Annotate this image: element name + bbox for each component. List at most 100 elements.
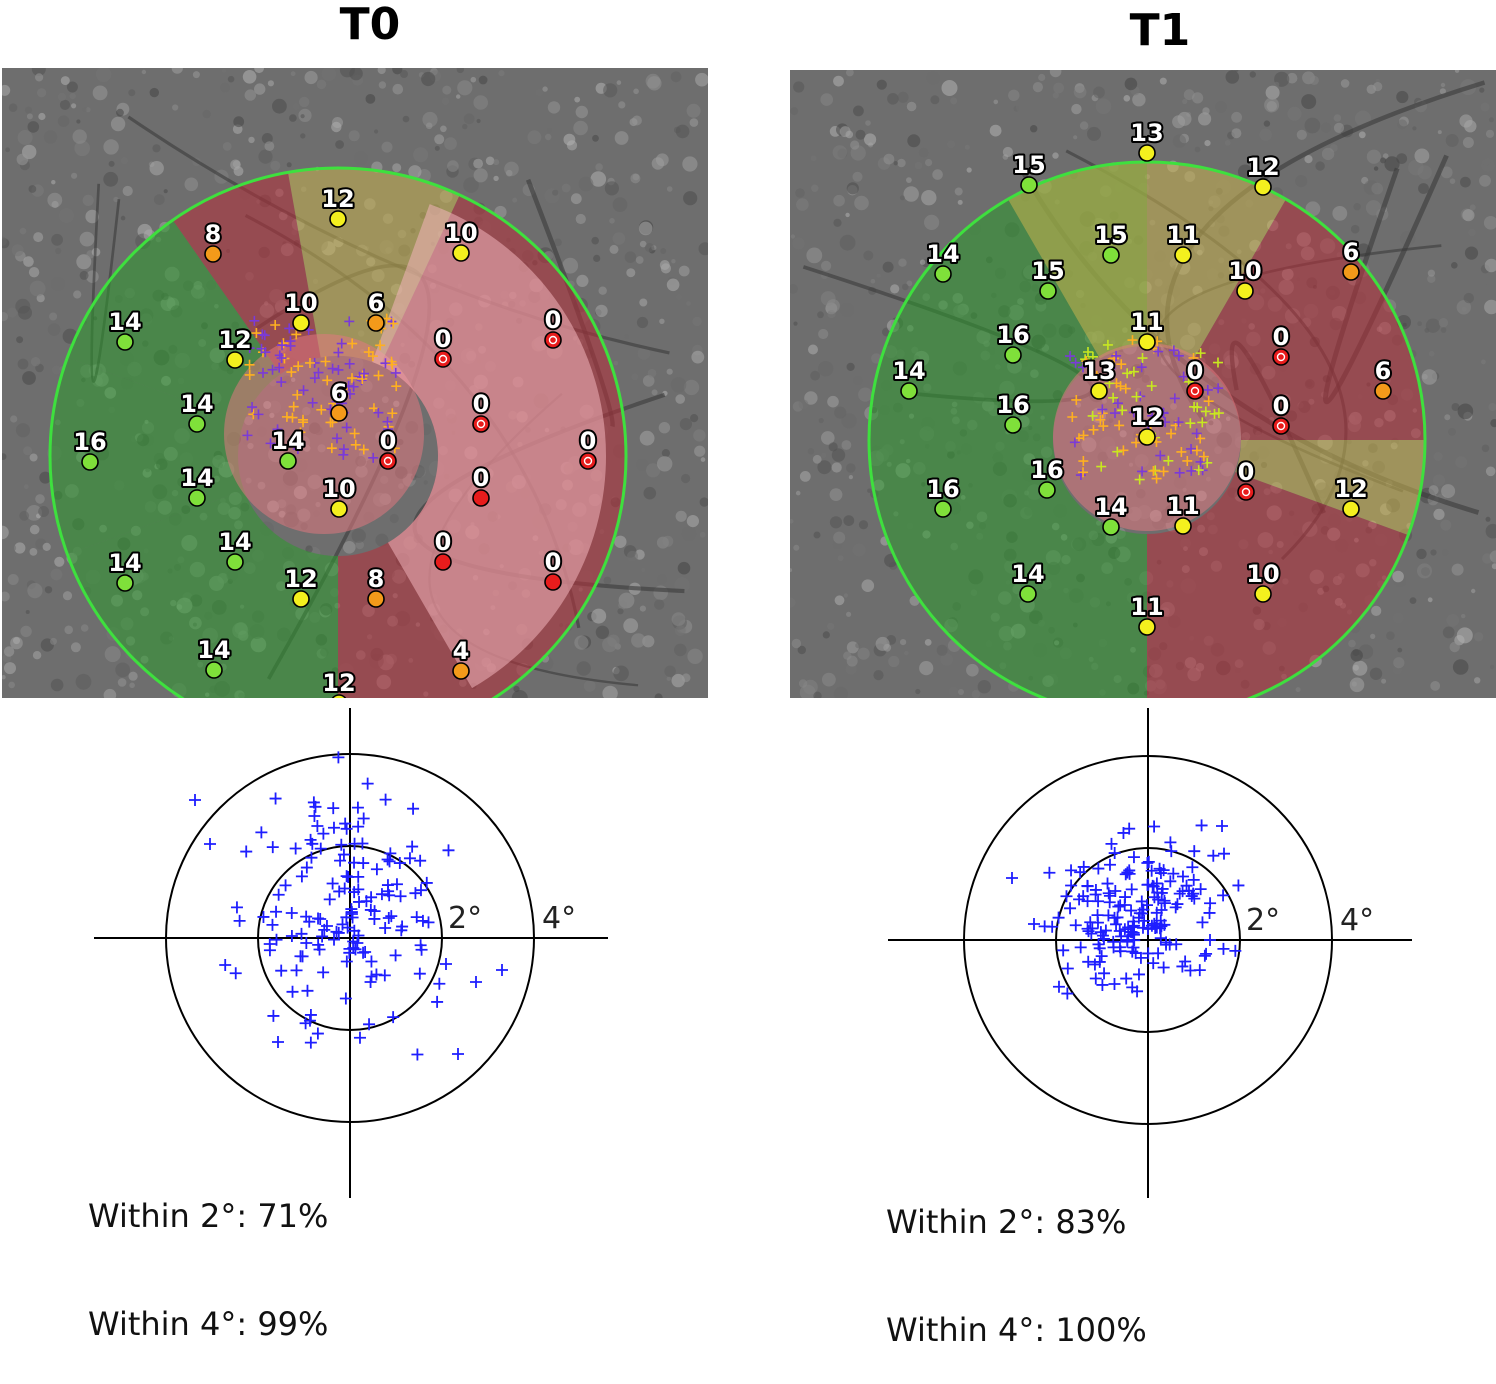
- fixation-cross: [354, 1032, 366, 1044]
- fixation-cross: [290, 843, 302, 855]
- fixation-cross-outlier: [1028, 918, 1040, 930]
- fundus-texture-dot: [1073, 135, 1077, 139]
- panel-title-t1-text: T1: [1130, 5, 1191, 56]
- fundus-texture-dot: [1470, 204, 1476, 210]
- fundus-texture-dot: [548, 101, 560, 113]
- fundus-texture-dot: [817, 311, 824, 318]
- fundus-texture-dot: [595, 305, 607, 317]
- fundus-texture-dot: [907, 134, 920, 147]
- stimulus-dot: [1273, 349, 1289, 365]
- fundus-texture-dot: [792, 639, 801, 648]
- fundus-texture-dot: [618, 601, 627, 610]
- stimulus-point: 0: [1238, 458, 1255, 500]
- fundus-texture-dot: [203, 110, 211, 118]
- stimulus-dot: [293, 315, 309, 331]
- stimulus-value-label: 0: [473, 390, 490, 418]
- fundus-texture-dot: [506, 170, 513, 177]
- fundus-texture-dot: [806, 248, 822, 264]
- fundus-texture-dot: [51, 679, 64, 692]
- fundus-texture-dot: [23, 446, 32, 455]
- fundus-texture-dot: [305, 71, 318, 84]
- fixation-cross: [379, 969, 391, 981]
- stimulus-value-label: 12: [1130, 403, 1163, 431]
- fundus-texture-dot: [603, 83, 617, 97]
- fundus-texture-dot: [675, 625, 686, 636]
- fixation-cross: [411, 1049, 423, 1061]
- fundus-texture-dot: [223, 142, 232, 151]
- fundus-texture-dot: [687, 649, 702, 664]
- within-2-value-t0: 71%: [257, 1197, 328, 1235]
- fundus-texture-dot: [1412, 126, 1416, 130]
- fundus-texture-dot: [1053, 92, 1059, 98]
- stimulus-value-label: 6: [1343, 238, 1360, 266]
- fundus-texture-dot: [121, 157, 128, 164]
- within-4-row-t1: Within 4°: 100%: [886, 1312, 1147, 1348]
- fundus-texture-dot: [950, 97, 957, 104]
- fundus-texture-dot: [392, 163, 401, 172]
- fundus-texture-dot: [547, 128, 553, 134]
- fundus-texture-dot: [827, 623, 834, 630]
- fundus-texture-dot: [853, 376, 863, 386]
- fixation-cross: [442, 844, 454, 856]
- stimulus-point: 8: [205, 220, 222, 262]
- fundus-texture-dot: [447, 160, 459, 172]
- stimulus-value-label: 0: [473, 464, 490, 492]
- fundus-texture-dot: [657, 574, 668, 585]
- fixation-plot-t1-svg: 2°4°: [884, 708, 1414, 1198]
- fundus-texture-dot: [33, 232, 43, 242]
- fixation-cross: [365, 976, 377, 988]
- fixation-cross: [305, 1037, 317, 1049]
- fundus-texture-dot: [335, 140, 344, 149]
- fundus-texture-dot: [1125, 78, 1138, 91]
- fixation-cross: [1065, 880, 1077, 892]
- stimulus-value-label: 15: [1012, 151, 1045, 179]
- fundus-texture-dot: [593, 255, 600, 262]
- fundus-texture-dot: [683, 191, 697, 205]
- fundus-texture-dot: [18, 306, 32, 320]
- fixation-cross-outlier: [452, 1048, 464, 1060]
- fundus-texture-dot: [576, 275, 588, 287]
- fundus-texture-dot: [1438, 130, 1442, 134]
- fundus-texture-dot: [623, 618, 638, 633]
- fundus-texture-dot: [675, 394, 685, 404]
- fundus-texture-dot: [966, 664, 979, 677]
- fixation-cross: [433, 978, 445, 990]
- stimulus-dot: [1005, 417, 1021, 433]
- fundus-texture-dot: [1295, 175, 1307, 187]
- fundus-texture-dot: [12, 244, 24, 256]
- fundus-texture-dot: [1033, 82, 1043, 92]
- fundus-texture-dot: [1341, 79, 1350, 88]
- fundus-texture-dot: [343, 541, 356, 554]
- fundus-texture-dot: [808, 448, 815, 455]
- stimulus-value-label: 15: [1031, 257, 1064, 285]
- fixation-cross: [1039, 920, 1051, 932]
- fundus-texture-dot: [30, 548, 38, 556]
- fundus-texture-dot: [701, 457, 706, 462]
- fundus-texture-dot: [513, 686, 519, 692]
- fundus-texture-dot: [1453, 659, 1469, 675]
- fixation-cross: [1125, 905, 1137, 917]
- fundus-texture-dot: [462, 124, 467, 129]
- fundus-texture-dot: [849, 475, 853, 479]
- fundus-texture-dot: [607, 635, 619, 647]
- fundus-texture-dot: [71, 103, 76, 108]
- fixation-cross: [371, 863, 383, 875]
- fundus-texture-dot: [442, 86, 451, 95]
- fundus-texture-dot: [456, 94, 460, 98]
- fixation-cross: [1043, 867, 1055, 879]
- fundus-texture-dot: [1474, 677, 1480, 683]
- stimulus-value-label: 0: [545, 306, 562, 334]
- fundus-texture-dot: [265, 141, 275, 151]
- fundus-texture-dot: [1446, 134, 1459, 147]
- fundus-texture-dot: [1386, 631, 1395, 640]
- fixation-cross: [1062, 963, 1074, 975]
- fixation-cross: [266, 919, 278, 931]
- fixation-cross: [1143, 856, 1155, 868]
- fundus-texture-dot: [390, 514, 399, 523]
- fixation-cross: [1165, 845, 1177, 857]
- fixation-cross: [1217, 889, 1229, 901]
- fundus-texture-dot: [545, 134, 551, 140]
- fundus-texture-dot: [24, 484, 29, 489]
- fundus-texture-dot: [631, 633, 645, 647]
